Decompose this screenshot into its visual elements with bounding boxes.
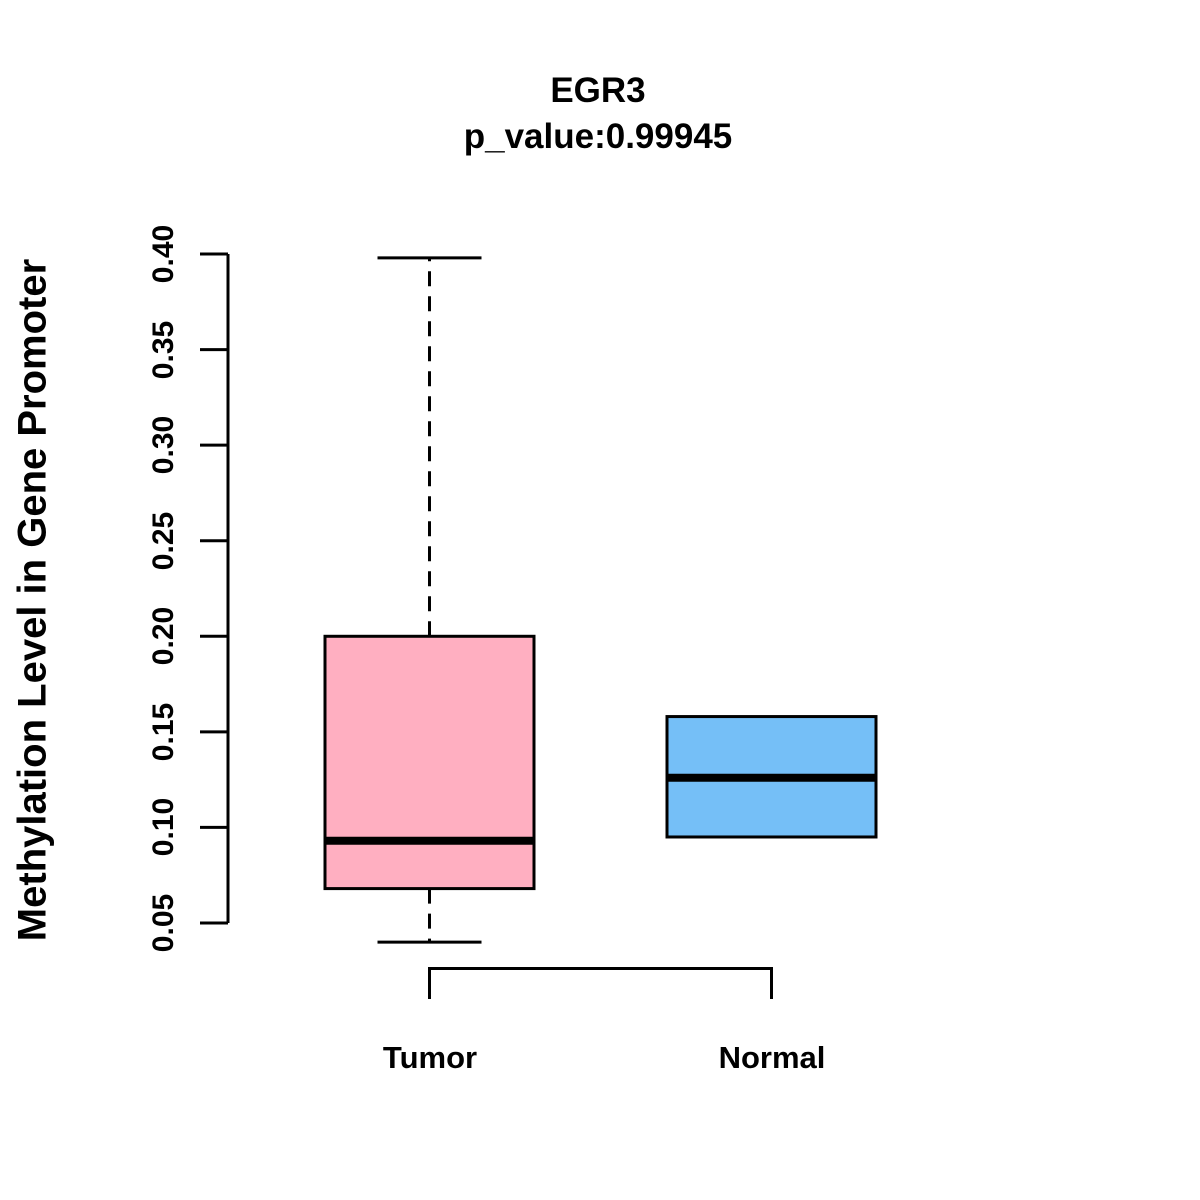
chart-title-block: EGR3 p_value:0.99945 xyxy=(464,68,733,160)
y-tick-label: 0.25 xyxy=(147,511,180,570)
y-tick-label: 0.05 xyxy=(147,893,180,953)
x-label-normal: Normal xyxy=(718,1040,826,1075)
normal-box-group xyxy=(665,715,878,839)
tumor-iqr-box xyxy=(323,634,536,891)
p-value-subtitle: p_value:0.99945 xyxy=(463,117,733,157)
x-label-tumor: Tumor xyxy=(382,1040,478,1075)
y-tick-label: 0.40 xyxy=(147,224,180,284)
y-axis xyxy=(200,252,230,925)
y-tick-label: 0.35 xyxy=(147,320,180,379)
gene-title: EGR3 xyxy=(550,71,646,110)
tumor-box-group xyxy=(323,256,536,944)
y-tick-label: 0.10 xyxy=(147,798,180,857)
comparison-bracket xyxy=(428,967,773,999)
y-tick-label: 0.30 xyxy=(147,415,180,475)
y-tick-label: 0.20 xyxy=(147,607,180,666)
y-tick-label: 0.15 xyxy=(147,702,180,762)
